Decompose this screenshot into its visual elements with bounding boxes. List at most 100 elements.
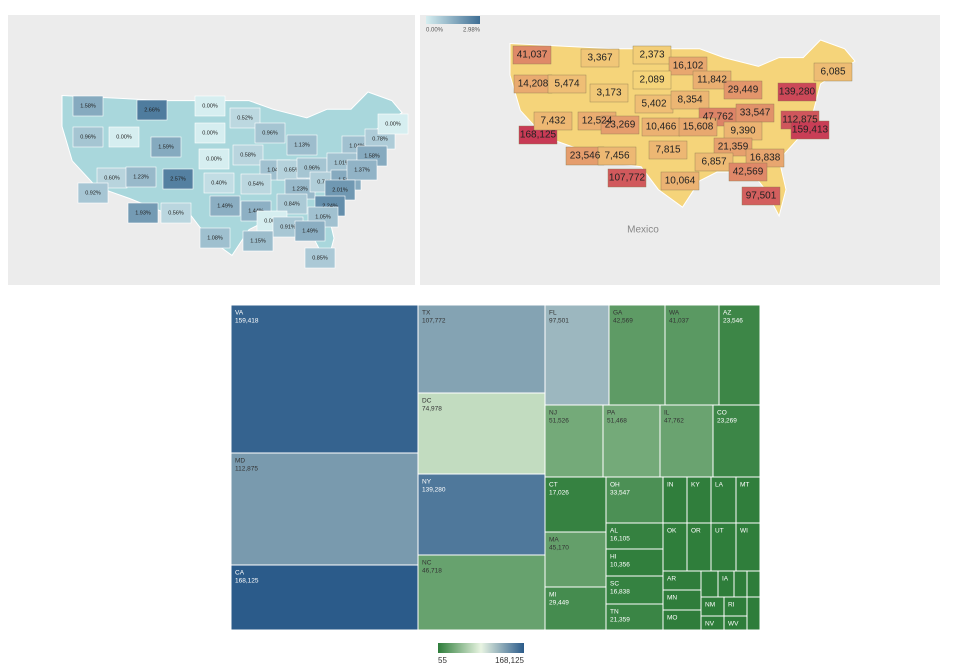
treemap-cell [544, 476, 607, 533]
state-label: 0.92% [85, 190, 101, 196]
state-fill [728, 162, 768, 182]
state-label: 2.01% [332, 187, 348, 193]
cell-label: NC [422, 560, 432, 567]
left-legend-max: 2.98% [463, 28, 481, 34]
cell-label: WA [669, 310, 680, 317]
cell-value: 16,838 [610, 589, 630, 596]
cell-label: RI [728, 602, 735, 609]
cell-label: FL [549, 310, 557, 317]
state-label: 10,466 [646, 122, 677, 133]
treemap-cell [230, 564, 419, 631]
cell-label: MI [549, 592, 556, 599]
state-fill [660, 171, 700, 191]
cell-value: 139,280 [422, 487, 446, 494]
cell-label: AR [667, 576, 676, 583]
cell-label: NJ [549, 410, 557, 417]
state-fill [632, 70, 672, 90]
state-label: 1.44% [248, 208, 264, 214]
state-fill [741, 186, 781, 206]
state-fill [668, 56, 708, 76]
state-label: 33,547 [740, 108, 771, 119]
state-label: 139,280 [779, 87, 816, 98]
cell-label: OR [691, 528, 701, 535]
treemap-cell [544, 304, 610, 406]
state-label: 97,501 [746, 191, 777, 202]
state-fill [294, 220, 326, 242]
cell-label: NY [422, 479, 432, 486]
state-label: 2.24% [322, 203, 338, 209]
state-label: 29,449 [728, 85, 759, 96]
state-label: 0.54% [248, 181, 264, 187]
treemap-cell [230, 452, 419, 566]
state-label: 0.96% [304, 165, 320, 171]
state-label: 1.23% [133, 174, 149, 180]
state-label: 168,125 [520, 130, 557, 141]
cell-value: 47,762 [664, 418, 684, 425]
cell-label: WI [740, 528, 748, 535]
state-fill [194, 122, 226, 144]
state-label: 9,390 [730, 126, 755, 137]
cell-label: IL [664, 410, 670, 417]
treemap-cell [718, 304, 761, 406]
state-fill [600, 115, 640, 135]
state-fill [72, 126, 104, 148]
cell-value: 29,449 [549, 600, 569, 607]
state-fill [304, 247, 336, 269]
cell-label: PA [607, 410, 616, 417]
cell-label: KY [691, 482, 700, 489]
cell-label: MD [235, 458, 245, 465]
country-label: Mexico [627, 225, 659, 236]
state-label: 0.00% [202, 103, 218, 109]
cell-label: IA [722, 576, 729, 583]
state-label: 1.49% [217, 203, 233, 209]
state-label: 5,474 [554, 79, 579, 90]
state-fill [589, 83, 629, 103]
cell-value: 21,359 [610, 617, 630, 624]
cell-label: TX [422, 310, 431, 317]
cell-label: MN [667, 595, 677, 602]
state-fill [678, 117, 718, 137]
state-fill [254, 122, 286, 144]
treemap-cell [605, 476, 664, 524]
cell-label: DC [422, 398, 432, 405]
state-label: 7,456 [604, 151, 629, 162]
state-label: 1.59% [158, 144, 174, 150]
state-label: 1.49% [302, 228, 318, 234]
state-label: 0.00% [206, 156, 222, 162]
state-label: 1.93% [135, 210, 151, 216]
cell-label: MO [667, 615, 677, 622]
treemap-cell [417, 392, 546, 475]
state-label: 2,089 [639, 75, 664, 86]
state-label: 0.52% [237, 115, 253, 121]
state-label: 0.56% [168, 210, 184, 216]
cell-label: IN [667, 482, 674, 489]
state-fill [512, 45, 552, 65]
state-fill [108, 126, 140, 148]
state-fill [597, 146, 637, 166]
state-fill [533, 111, 573, 131]
state-fill [694, 152, 734, 172]
state-label: 5,402 [641, 99, 666, 110]
state-label: 41,037 [517, 50, 548, 61]
state-fill [150, 136, 182, 158]
state-label: 112,875 [782, 115, 818, 126]
state-fill [209, 195, 241, 217]
state-label: 47,762 [703, 112, 734, 123]
state-label: 6,857 [701, 157, 726, 168]
state-fill [286, 134, 318, 156]
cell-value: 41,037 [669, 318, 689, 325]
cell-value: 46,718 [422, 568, 442, 575]
state-label: 42,569 [733, 167, 764, 178]
state-fill [160, 202, 192, 224]
cell-label: SC [610, 581, 619, 588]
state-fill [198, 148, 230, 170]
state-label: 16,838 [750, 153, 781, 164]
state-fill [203, 172, 235, 194]
treemap-cell [417, 473, 546, 556]
state-fill [346, 159, 378, 181]
cell-value: 23,546 [723, 318, 743, 325]
state-label: 0.65% [284, 167, 300, 173]
cell-label: NV [705, 621, 715, 628]
treemap-cell [712, 404, 761, 478]
cell-label: MA [549, 537, 559, 544]
